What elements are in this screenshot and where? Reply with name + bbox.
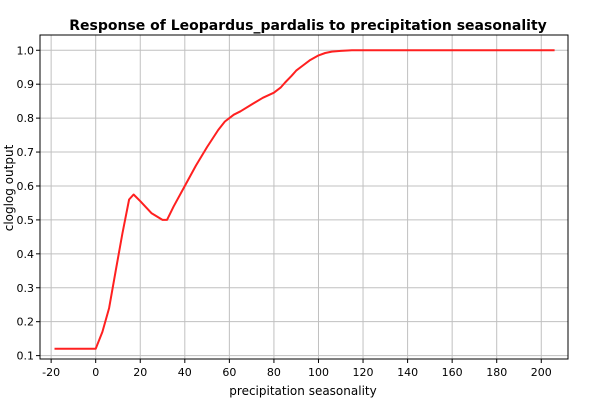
x-tick-label: 140: [397, 366, 418, 379]
x-axis-label: precipitation seasonality: [229, 384, 376, 398]
y-tick-label: 0.2: [17, 316, 35, 329]
x-tick-label: 60: [222, 366, 236, 379]
x-tick-label: 0: [92, 366, 99, 379]
chart-title: Response of Leopardus_pardalis to precip…: [69, 18, 547, 34]
y-tick-label: 0.4: [17, 248, 35, 261]
y-axis-label: cloglog output: [2, 144, 16, 231]
y-tick-label: 0.3: [17, 282, 35, 295]
y-tick-label: 1.0: [17, 44, 35, 57]
response-curve-line: [54, 49, 555, 350]
x-tick-label: 120: [353, 366, 374, 379]
plot-area: [40, 35, 568, 359]
y-tick-label: 0.5: [17, 214, 35, 227]
y-tick-label: 0.6: [17, 180, 35, 193]
x-tick-label: 20: [133, 366, 147, 379]
x-tick-label: 100: [308, 366, 329, 379]
x-tick-label: 180: [486, 366, 507, 379]
x-tick-label: -20: [42, 366, 60, 379]
x-tick-label: 160: [442, 366, 463, 379]
y-tick-label: 0.7: [17, 146, 35, 159]
y-tick-label: 0.8: [17, 112, 35, 125]
x-tick-label: 200: [531, 366, 552, 379]
y-tick-label: 0.1: [17, 350, 35, 363]
x-tick-label: 40: [178, 366, 192, 379]
y-tick-label: 0.9: [17, 78, 35, 91]
series-layer: [54, 49, 555, 350]
axis-ticks: -20 0 20 40 60 80 100 120 140 160 180 200 0.1 0.2 0.3 0…: [17, 44, 552, 379]
plot-border: [39, 34, 569, 360]
x-tick-label: 80: [267, 366, 281, 379]
